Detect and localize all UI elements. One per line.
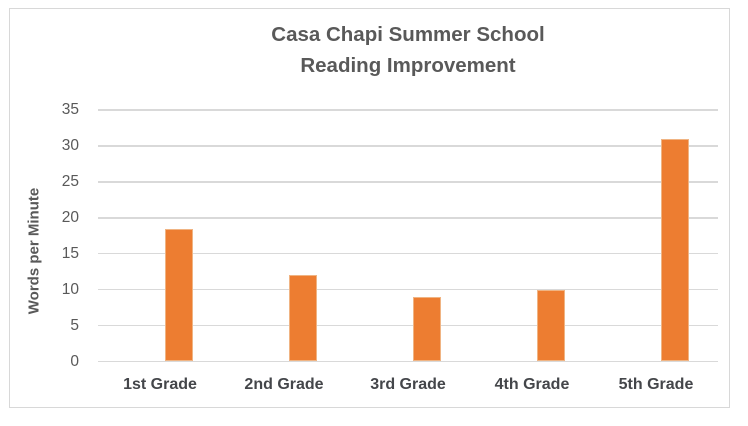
y-tick-label-15: 15 (61, 244, 79, 262)
y-tick-label-10: 10 (61, 280, 79, 298)
x-category-label-3rd-grade: 3rd Grade (370, 376, 446, 393)
bar-3rd-grade (412, 296, 441, 362)
x-category-label-2nd-grade: 2nd Grade (244, 376, 324, 393)
chart-title: Casa Chapi Summer School Reading Improve… (98, 19, 718, 81)
gridline-y-35 (98, 109, 718, 111)
chart-title-line-1: Casa Chapi Summer School (271, 23, 545, 46)
bar-4th-grade (536, 289, 565, 362)
y-tick-label-20: 20 (61, 208, 79, 226)
gridline-y-20 (98, 217, 718, 219)
bar-5th-grade (660, 138, 689, 362)
gridline-y-10 (98, 288, 718, 291)
bar-2nd-grade (288, 275, 317, 362)
y-tick-label-30: 30 (61, 136, 79, 154)
gridline-y-25 (98, 181, 718, 183)
y-tick-label-25: 25 (61, 172, 79, 190)
gridline-y-5 (98, 324, 718, 327)
x-category-label-1st-grade: 1st Grade (123, 376, 197, 393)
gridline-y-15 (98, 252, 718, 255)
y-tick-label-35: 35 (61, 101, 79, 118)
chart-title-line-2: Reading Improvement (300, 54, 516, 77)
gridline-y-0 (98, 360, 718, 363)
chart-frame: Casa Chapi Summer School Reading Improve… (9, 8, 730, 408)
x-category-label-5th-grade: 5th Grade (618, 376, 694, 393)
bar-1st-grade (164, 228, 193, 362)
gridline-y-30 (98, 145, 718, 147)
y-tick-label-0: 0 (70, 352, 79, 370)
x-category-label-4th-grade: 4th Grade (494, 376, 570, 393)
y-tick-label-5: 5 (70, 316, 79, 334)
